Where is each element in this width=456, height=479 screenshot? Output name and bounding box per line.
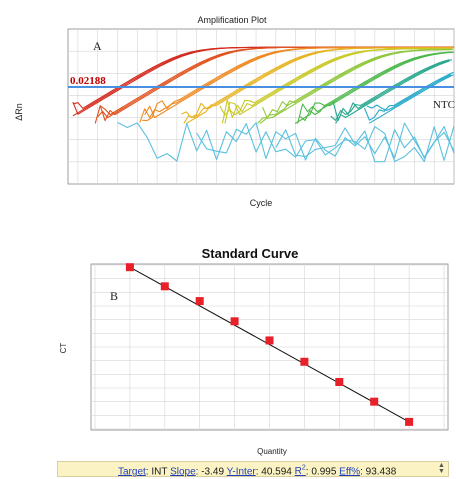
amplification-curve [224, 48, 453, 124]
y-intercept-link[interactable]: Y-Inter [226, 466, 256, 478]
ntc-label: NTC [433, 99, 455, 111]
y-intercept-value: 40.594 [261, 466, 292, 478]
amplification-curve [275, 126, 455, 163]
standard-point-marker [125, 263, 134, 272]
threshold-label: 0.02188 [70, 75, 106, 87]
chevron-down-icon[interactable]: ▼ [438, 468, 445, 475]
standard-point-marker [370, 397, 379, 406]
amplification-title: Amplification Plot [197, 15, 267, 25]
standard-curve-status-bar: Target: INT Slope: -3.49 Y-Inter: 40.594… [57, 461, 449, 477]
slope-link[interactable]: Slope [170, 466, 196, 478]
amplification-curve [366, 74, 452, 111]
regression-line [129, 266, 410, 423]
standard-point-marker [195, 297, 204, 306]
standard-panel-label: B [110, 289, 118, 303]
standard-curve-ylabel: CT [59, 343, 68, 354]
status-text: Target: INT Slope: -3.49 Y-Inter: 40.594… [118, 465, 397, 478]
standard-curve-xlabel: Quantity [257, 447, 287, 456]
slope-value: -3.49 [201, 466, 225, 478]
amplification-curve [299, 51, 454, 122]
standard-point-marker [230, 317, 239, 326]
standard-point-marker [405, 417, 414, 426]
chevron-up-icon[interactable]: ▲ [438, 462, 445, 469]
r2-sup: 2 [301, 465, 306, 472]
amplification-curve [186, 47, 454, 124]
standard-point-marker [335, 377, 344, 386]
standard-points [125, 263, 414, 426]
standard-point-marker [160, 282, 169, 291]
amplification-curve [363, 71, 454, 121]
amplification-plot: Amplification Plot 0.02188 A NTC Cycle Δ… [14, 15, 455, 208]
amplification-curve [369, 74, 454, 124]
amplification-xlabel: Cycle [250, 198, 273, 208]
standard-curve-plot: Standard Curve B Quantity CT [59, 246, 449, 456]
efficiency-link[interactable]: Eff% [339, 466, 361, 478]
amplification-curve [261, 49, 451, 119]
efficiency-value: 93.438 [365, 466, 397, 478]
amplification-panel-label: A [93, 39, 102, 53]
standard-curve-title: Standard Curve [202, 246, 299, 261]
standard-point-marker [265, 336, 274, 345]
r2-link[interactable]: R2 [294, 465, 306, 478]
target-value: INT [151, 466, 168, 478]
status-scroll-stepper[interactable]: ▲ ▼ [437, 462, 446, 475]
amplification-curve [117, 122, 455, 163]
r2-value: 0.995 [311, 466, 337, 478]
r2-key: R [294, 466, 302, 478]
standard-point-marker [300, 357, 309, 366]
amplification-curve [335, 60, 450, 124]
target-link[interactable]: Target [118, 466, 146, 478]
amplification-ylabel: ΔRn [14, 103, 24, 121]
amplification-curve [196, 122, 455, 161]
